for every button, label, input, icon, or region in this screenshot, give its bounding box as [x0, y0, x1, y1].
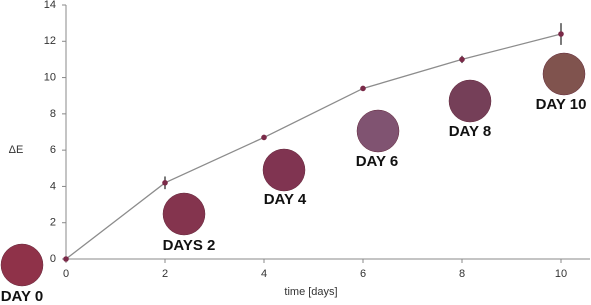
point	[162, 180, 168, 186]
point	[459, 56, 465, 63]
sample-photo	[542, 52, 586, 96]
annotation: DAY 6	[356, 153, 399, 170]
x-tick-label: 6	[360, 268, 366, 280]
x-tick-label: 0	[63, 268, 69, 280]
y-tick-label: 0	[50, 253, 56, 265]
annotation: DAY 0	[1, 288, 44, 305]
sample-photo	[0, 243, 44, 287]
y-tick-label: 10	[44, 71, 56, 83]
line	[65, 33, 562, 260]
y-tick-label: 12	[44, 35, 56, 47]
point	[558, 31, 564, 37]
y-axis-label: ΔE	[9, 144, 24, 156]
y-tick-label: 2	[50, 217, 56, 229]
sample-photo	[356, 109, 400, 153]
point	[63, 256, 69, 262]
y-tick-label: 8	[50, 108, 56, 120]
point	[261, 134, 267, 141]
annotation: DAY 10	[536, 96, 587, 113]
y-tick-label: 6	[50, 144, 56, 156]
point	[360, 85, 366, 92]
x-tick-label: 2	[162, 268, 168, 280]
sample-photo	[262, 148, 306, 192]
x-tick-label: 8	[459, 268, 465, 280]
sample-photo	[162, 192, 206, 236]
annotation: DAYS 2	[163, 237, 216, 254]
y-tick-label: 4	[50, 180, 56, 192]
x-axis-label: time [days]	[284, 286, 337, 298]
sample-photo	[448, 79, 492, 123]
x-tick-label: 4	[261, 268, 267, 280]
x-tick-label: 10	[555, 268, 567, 280]
annotation: DAY 4	[264, 191, 307, 208]
y-tick-label: 14	[44, 0, 56, 11]
annotation: DAY 8	[449, 123, 492, 140]
